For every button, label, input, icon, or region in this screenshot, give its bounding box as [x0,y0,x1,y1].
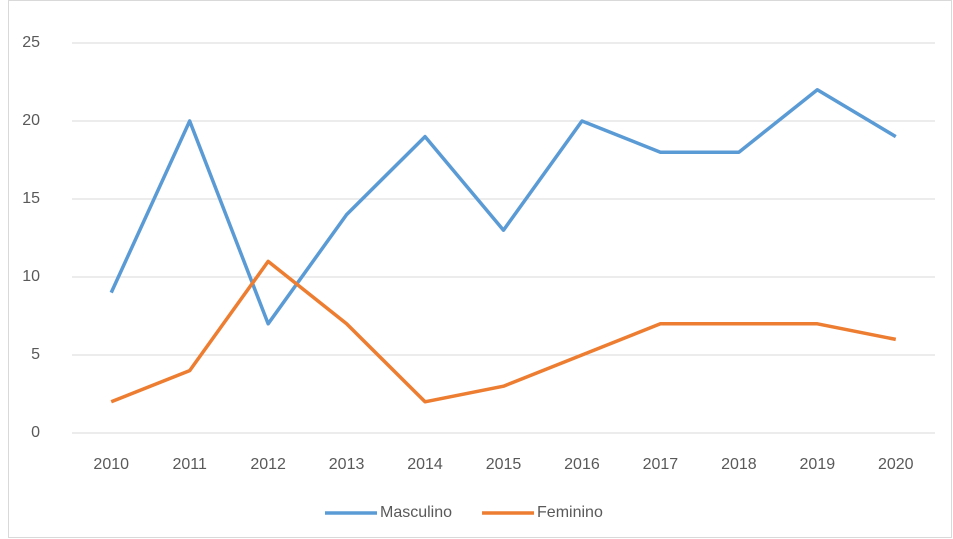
y-tick-label: 10 [22,268,40,285]
y-tick-label: 20 [22,112,40,129]
y-tick-label: 15 [22,190,40,207]
chart-border [8,0,952,538]
x-tick-label: 2017 [643,456,679,473]
x-tick-label: 2015 [486,456,522,473]
x-tick-label: 2019 [800,456,836,473]
x-tick-label: 2016 [564,456,600,473]
line-series [109,88,897,326]
legend-label: Masculino [380,504,452,521]
x-tick-label: 2014 [407,456,443,473]
x-tick-label: 2012 [250,456,286,473]
y-tick-label: 25 [22,34,40,51]
x-tick-label: 2013 [329,456,365,473]
legend-label: Feminino [537,504,603,521]
x-tick-label: 2010 [93,456,129,473]
x-tick-label: 2020 [878,456,914,473]
y-tick-label: 5 [31,346,40,363]
line-series [110,259,897,404]
y-tick-label: 0 [31,424,40,441]
x-tick-label: 2011 [172,456,207,473]
x-tick-label: 2018 [721,456,757,473]
